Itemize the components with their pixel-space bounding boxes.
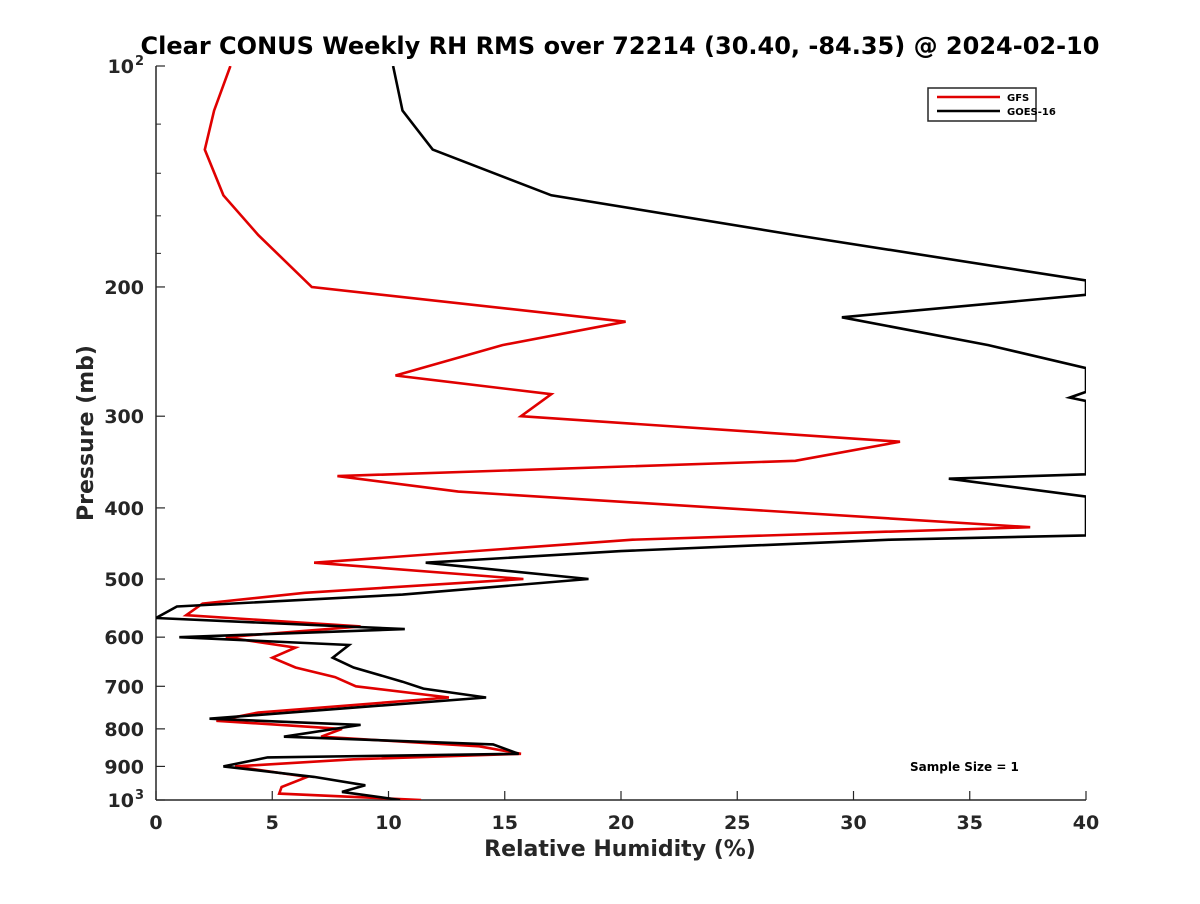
x-axis-ticks: 0 5 10 15 20 25 30 35 40 (149, 791, 1099, 834)
x-tick-label: 5 (266, 812, 279, 834)
y-tick-label: 300 (104, 406, 144, 428)
legend: GFS GOES-16 (927, 87, 1056, 122)
legend-box (927, 87, 1037, 122)
x-tick-label: 30 (840, 812, 866, 834)
chart-title: Clear CONUS Weekly RH RMS over 72214 (30… (141, 32, 1100, 60)
series-line-goes16 (156, 66, 1086, 800)
y-tick-label: 500 (104, 569, 144, 591)
y-tick-exponent: 3 (135, 788, 144, 803)
x-tick-label: 10 (375, 812, 401, 834)
y-tick-label: 10 (108, 790, 134, 812)
y-tick-label: 900 (104, 756, 144, 778)
sample-size-annotation: Sample Size = 1 (910, 760, 1019, 774)
series-layer (156, 66, 1086, 800)
y-tick-label: 400 (104, 498, 144, 520)
x-tick-label: 0 (149, 812, 162, 834)
y-tick-label: 10 (108, 56, 134, 78)
legend-label-gfs: GFS (1007, 93, 1029, 104)
x-tick-label: 25 (724, 812, 750, 834)
x-axis-label: Relative Humidity (%) (484, 837, 756, 862)
y-axis-label: Pressure (mb) (74, 345, 99, 521)
series-line-gfs (182, 66, 1031, 800)
y-tick-exponent: 2 (135, 54, 144, 69)
x-tick-label: 15 (492, 812, 518, 834)
plot-axes (155, 66, 1086, 801)
x-tick-label: 35 (957, 812, 983, 834)
y-tick-label: 800 (104, 719, 144, 741)
x-tick-label: 40 (1073, 812, 1099, 834)
y-tick-label: 700 (104, 676, 144, 698)
legend-label-goes16: GOES-16 (1007, 107, 1056, 118)
y-tick-label: 600 (104, 627, 144, 649)
x-tick-label: 20 (608, 812, 634, 834)
y-tick-label: 200 (104, 277, 144, 299)
